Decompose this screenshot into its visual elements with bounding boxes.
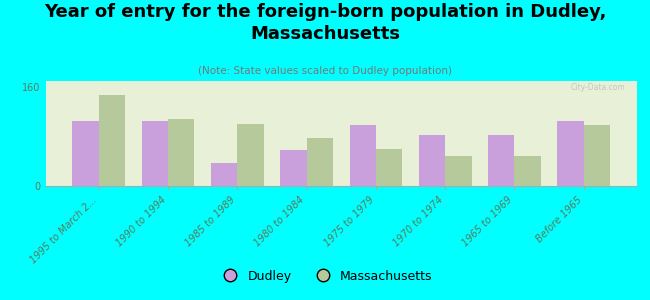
- Bar: [515, 156, 541, 186]
- Bar: [280, 150, 307, 186]
- Text: (Note: State values scaled to Dudley population): (Note: State values scaled to Dudley pop…: [198, 66, 452, 76]
- Bar: [350, 125, 376, 186]
- Legend: Dudley, Massachusetts: Dudley, Massachusetts: [213, 265, 437, 288]
- Bar: [307, 138, 333, 186]
- Bar: [211, 163, 237, 186]
- Bar: [142, 121, 168, 186]
- Bar: [558, 121, 584, 186]
- Bar: [488, 135, 515, 186]
- Text: City-Data.com: City-Data.com: [571, 83, 625, 92]
- Bar: [237, 124, 264, 186]
- Bar: [445, 156, 471, 186]
- Bar: [376, 149, 402, 186]
- Bar: [419, 135, 445, 186]
- Bar: [168, 119, 194, 186]
- Bar: [99, 94, 125, 186]
- Bar: [584, 125, 610, 186]
- Bar: [72, 121, 99, 186]
- Text: Year of entry for the foreign-born population in Dudley,
Massachusetts: Year of entry for the foreign-born popul…: [44, 3, 606, 43]
